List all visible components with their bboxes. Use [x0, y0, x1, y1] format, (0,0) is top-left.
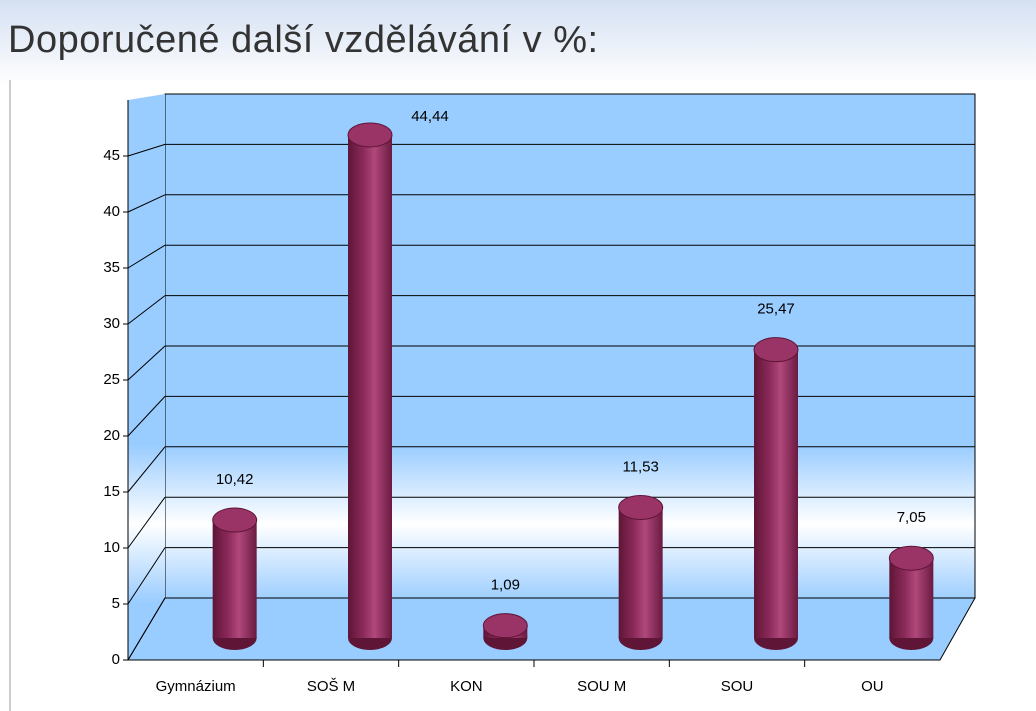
value-label: 11,53: [622, 458, 658, 475]
bar: [754, 349, 798, 638]
x-tick-label: KON: [450, 678, 483, 695]
grid-line: [127, 446, 166, 493]
grid-line: [127, 547, 166, 605]
y-tick-label: 40: [103, 203, 120, 220]
y-tick-label: 5: [112, 595, 120, 612]
cylinder-top: [347, 122, 393, 148]
y-tick-label: 45: [103, 147, 120, 164]
x-tick-label: SOU M: [577, 678, 626, 695]
bar: [618, 507, 663, 638]
cylinder-top: [888, 545, 934, 571]
grid-line: [127, 496, 166, 549]
cylinder-top: [618, 494, 664, 520]
grid-line: [127, 194, 166, 213]
y-tick-label: 0: [112, 651, 120, 668]
grid-line: [127, 143, 166, 157]
y-tick-label: 30: [103, 315, 120, 332]
value-label: 44,44: [411, 108, 449, 125]
y-tick-label: 20: [103, 427, 120, 444]
x-tick-label: SOU: [721, 678, 754, 695]
bar: [212, 520, 257, 638]
x-tick-label: OU: [861, 678, 884, 695]
x-tick-label: SOŠ M: [307, 678, 355, 695]
cylinder-top: [753, 337, 799, 363]
bar: [348, 134, 392, 638]
side-wall: [128, 94, 165, 660]
cylinder-top: [482, 613, 528, 639]
cylinder-top: [212, 507, 258, 533]
x-tick-label: Gymnázium: [156, 678, 236, 695]
grid-line: [127, 396, 166, 437]
grid-line: [127, 244, 166, 269]
value-label: 10,42: [216, 471, 254, 488]
y-tick-label: 15: [103, 483, 120, 500]
grid-line: [127, 345, 166, 381]
bar: [889, 558, 934, 638]
y-tick-label: 25: [103, 371, 120, 388]
y-tick-label: 35: [103, 259, 120, 276]
grid-line: [127, 597, 166, 661]
y-tick-label: 10: [103, 539, 120, 556]
value-label: 7,05: [897, 509, 926, 526]
plot: 0 5 10 15 20 25 30 35 40 45 Gymnázium 10,42 SOŠ M 44,…: [103, 93, 976, 695]
page-title: Doporučené další vzdělávání v %:: [8, 19, 599, 61]
value-label: 1,09: [491, 577, 520, 594]
grid-line: [127, 295, 166, 325]
value-label: 25,47: [757, 301, 795, 318]
